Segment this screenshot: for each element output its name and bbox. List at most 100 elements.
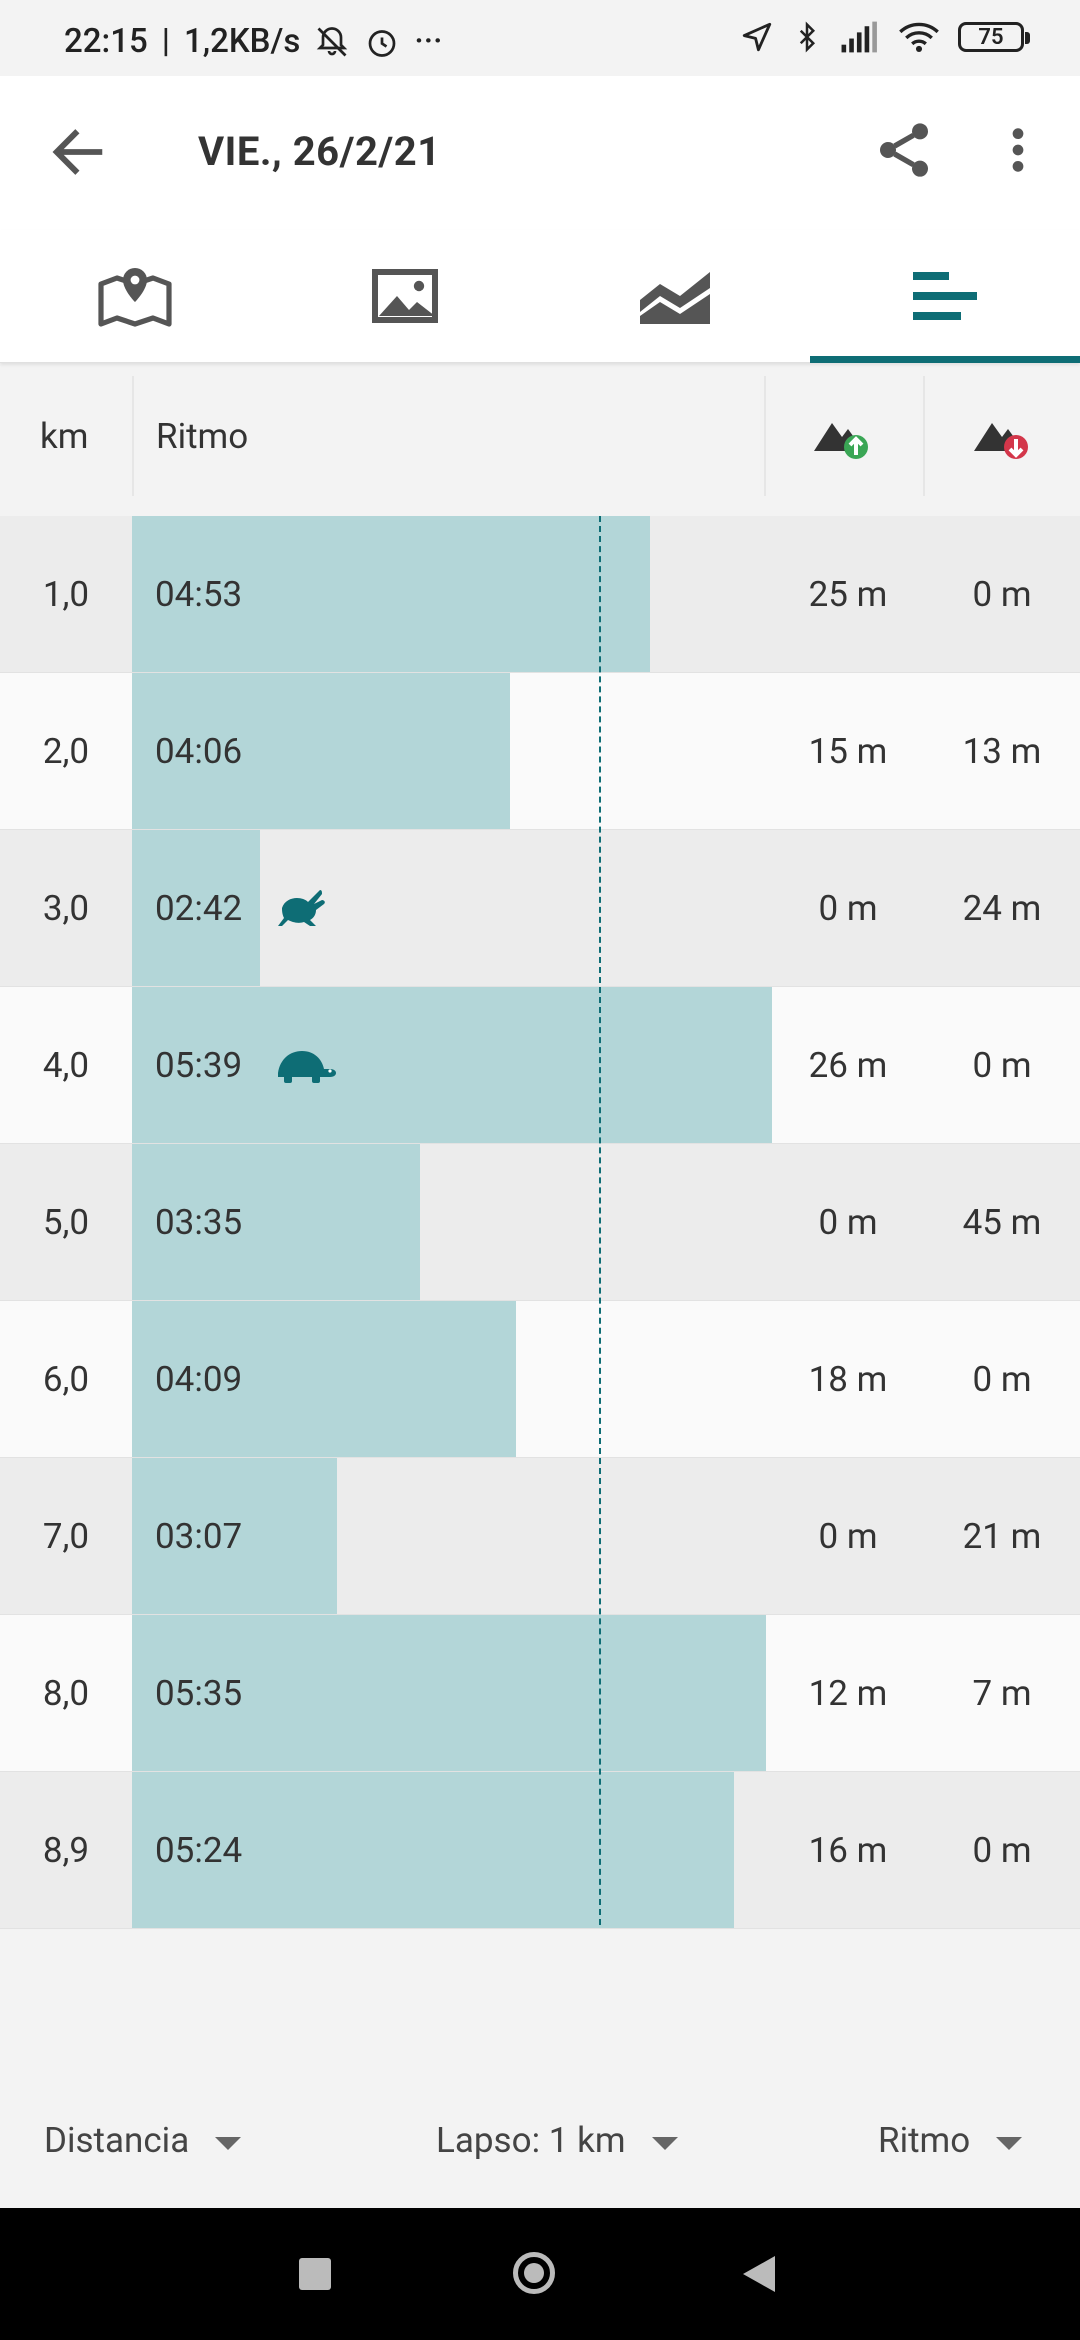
battery-indicator: 75 <box>958 22 1030 52</box>
row-km: 5,0 <box>42 1201 90 1243</box>
header-pace[interactable]: Ritmo <box>156 415 249 457</box>
header-ascent[interactable] <box>812 376 872 496</box>
pace-bar <box>132 1458 337 1614</box>
system-nav-bar <box>0 2208 1080 2340</box>
status-bar: 22:15 | 1,2KB/s ··· 75 <box>0 0 1080 76</box>
row-descent: 13 m <box>962 730 1042 772</box>
row-km: 1,0 <box>42 573 90 615</box>
header-descent[interactable] <box>972 376 1032 496</box>
row-km: 7,0 <box>42 1515 90 1557</box>
splits-table-header: km Ritmo <box>0 376 1080 496</box>
tab-splits[interactable] <box>810 230 1080 363</box>
row-descent: 7 m <box>972 1672 1032 1714</box>
signal-icon <box>841 21 877 53</box>
column-divider <box>923 376 925 496</box>
share-icon[interactable] <box>872 118 936 182</box>
row-km: 4,0 <box>42 1044 90 1086</box>
row-ascent: 18 m <box>808 1358 888 1400</box>
bluetooth-icon <box>799 21 816 53</box>
wifi-icon <box>899 22 939 52</box>
metric-dropdown[interactable]: Ritmo <box>878 2120 1023 2161</box>
chevron-down-icon <box>996 2137 1023 2150</box>
location-arrow-icon <box>742 22 772 52</box>
row-descent: 0 m <box>972 1044 1032 1086</box>
back-arrow-icon[interactable] <box>46 120 110 184</box>
row-descent: 45 m <box>962 1201 1042 1243</box>
row-descent: 0 m <box>972 573 1032 615</box>
bell-muted-icon <box>317 26 348 56</box>
row-km: 8,9 <box>42 1829 90 1871</box>
average-pace-line <box>599 516 601 1925</box>
status-network-speed: 1,2KB/s <box>183 22 301 61</box>
table-row: 4,0 05:39 26 m 0 m <box>0 987 1080 1144</box>
turtle-icon <box>272 987 338 1143</box>
table-row: 1,0 04:53 25 m 0 m <box>0 516 1080 673</box>
recents-button[interactable] <box>299 2258 331 2290</box>
pace-bar <box>132 1772 734 1928</box>
column-divider <box>764 376 766 496</box>
chevron-down-icon <box>215 2137 242 2150</box>
row-km: 8,0 <box>42 1672 90 1714</box>
table-row: 6,0 04:09 18 m 0 m <box>0 1301 1080 1458</box>
tab-map[interactable] <box>0 230 270 362</box>
row-pace: 05:24 <box>155 1829 243 1871</box>
row-pace: 05:39 <box>155 1044 243 1086</box>
row-descent: 0 m <box>972 1829 1032 1871</box>
table-row: 7,0 03:07 0 m 21 m <box>0 1458 1080 1615</box>
tab-photos[interactable] <box>270 230 540 362</box>
row-descent: 24 m <box>962 887 1042 929</box>
table-row: 5,0 03:35 0 m 45 m <box>0 1144 1080 1301</box>
alarm-icon <box>369 29 396 57</box>
row-ascent: 15 m <box>808 730 888 772</box>
row-km: 3,0 <box>42 887 90 929</box>
row-descent: 21 m <box>962 1515 1042 1557</box>
row-ascent: 0 m <box>818 1515 878 1557</box>
pace-bar <box>132 1301 516 1457</box>
ascent-icon <box>814 423 868 459</box>
row-ascent: 26 m <box>808 1044 888 1086</box>
row-pace: 05:35 <box>155 1672 243 1714</box>
x-axis-label: Distancia <box>44 2120 190 2161</box>
splits-icon <box>913 272 977 320</box>
map-icon <box>98 268 172 327</box>
pace-bar <box>132 1144 420 1300</box>
tab-bar <box>0 230 1080 363</box>
table-row: 2,0 04:06 15 m 13 m <box>0 673 1080 830</box>
status-time: 22:15 <box>64 22 148 61</box>
system-back-button[interactable] <box>743 2256 775 2292</box>
status-more-dots: ··· <box>414 22 443 61</box>
x-axis-dropdown[interactable]: Distancia <box>44 2120 242 2161</box>
row-ascent: 0 m <box>818 887 878 929</box>
app-bar: VIE., 26/2/21 <box>0 76 1080 230</box>
row-pace: 02:42 <box>155 887 243 929</box>
pace-bar <box>132 830 260 986</box>
row-ascent: 12 m <box>808 1672 888 1714</box>
lap-label: Lapso: 1 km <box>436 2120 626 2161</box>
chevron-down-icon <box>651 2137 678 2150</box>
image-icon <box>372 269 438 323</box>
row-ascent: 25 m <box>808 573 888 615</box>
home-button[interactable] <box>513 2252 555 2294</box>
pace-bar <box>132 987 772 1143</box>
row-descent: 0 m <box>972 1358 1032 1400</box>
more-vert-icon[interactable] <box>990 118 1046 182</box>
tab-charts[interactable] <box>540 230 810 362</box>
row-pace: 04:06 <box>155 730 243 772</box>
column-divider <box>132 376 134 496</box>
header-km: km <box>40 415 89 457</box>
pace-bar <box>132 516 650 672</box>
metric-label: Ritmo <box>878 2120 971 2161</box>
row-pace: 04:09 <box>155 1358 243 1400</box>
row-pace: 04:53 <box>155 573 243 615</box>
pace-bar <box>132 1615 766 1771</box>
row-km: 2,0 <box>42 730 90 772</box>
splits-table-body: 1,0 04:53 25 m 0 m 2,0 04:06 15 m 13 m 3… <box>0 516 1080 1929</box>
row-km: 6,0 <box>42 1358 90 1400</box>
page-title: VIE., 26/2/21 <box>198 128 441 175</box>
lap-dropdown[interactable]: Lapso: 1 km <box>436 2120 678 2161</box>
chart-icon <box>640 272 710 324</box>
footer-controls: Distancia Lapso: 1 km Ritmo <box>0 2100 1080 2190</box>
row-pace: 03:07 <box>155 1515 243 1557</box>
pace-bar <box>132 673 510 829</box>
row-pace: 03:35 <box>155 1201 243 1243</box>
